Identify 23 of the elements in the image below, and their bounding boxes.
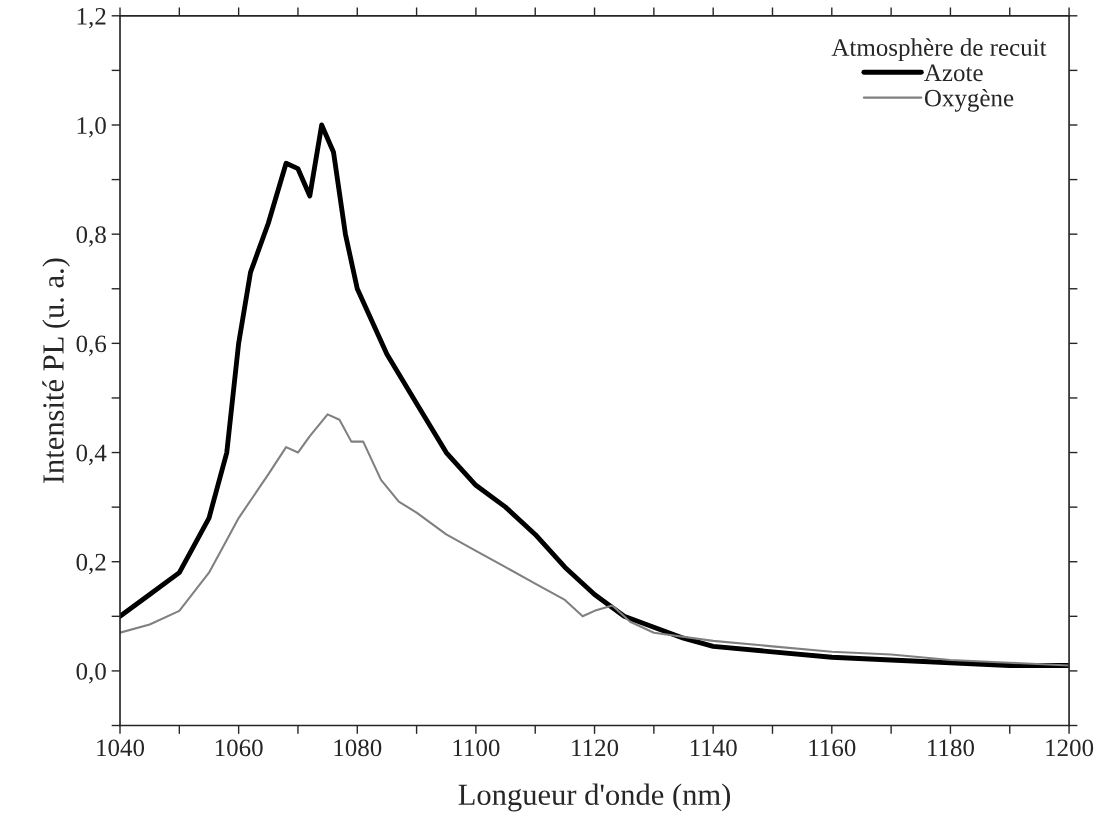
legend-label: Oxygène xyxy=(924,88,1014,112)
x-tick-label: 1180 xyxy=(928,739,975,757)
y-tick-label: 1,0 xyxy=(77,117,106,138)
legend-title: Atmosphère de recuit xyxy=(831,38,1047,62)
y-tick-label: 0,8 xyxy=(76,226,106,247)
y-tick-label: 0,4 xyxy=(76,444,107,466)
y-tick-label: 0,0 xyxy=(76,662,106,684)
x-tick-label: 1040 xyxy=(97,739,145,757)
y-tick-label: 1,2 xyxy=(77,7,106,29)
y-tick-label: 0,2 xyxy=(76,553,106,575)
line-series xyxy=(120,122,1070,668)
y-axis-title: Intensité PL (u. a.) xyxy=(42,258,71,484)
x-tick-label: 1200 xyxy=(1046,739,1094,757)
x-tick-label: 1100 xyxy=(453,739,500,757)
line-series xyxy=(120,413,1070,667)
x-tick-label: 1140 xyxy=(690,739,737,757)
x-tick-label: 1080 xyxy=(334,739,382,757)
x-axis-title: Longueur d'onde (nm) xyxy=(458,783,731,812)
legend-label: Azote xyxy=(924,64,983,82)
x-tick-label: 1060 xyxy=(215,739,263,757)
x-tick-label: 1160 xyxy=(809,739,856,757)
y-tick-label: 0,6 xyxy=(76,335,107,356)
x-tick-label: 1120 xyxy=(572,739,619,757)
